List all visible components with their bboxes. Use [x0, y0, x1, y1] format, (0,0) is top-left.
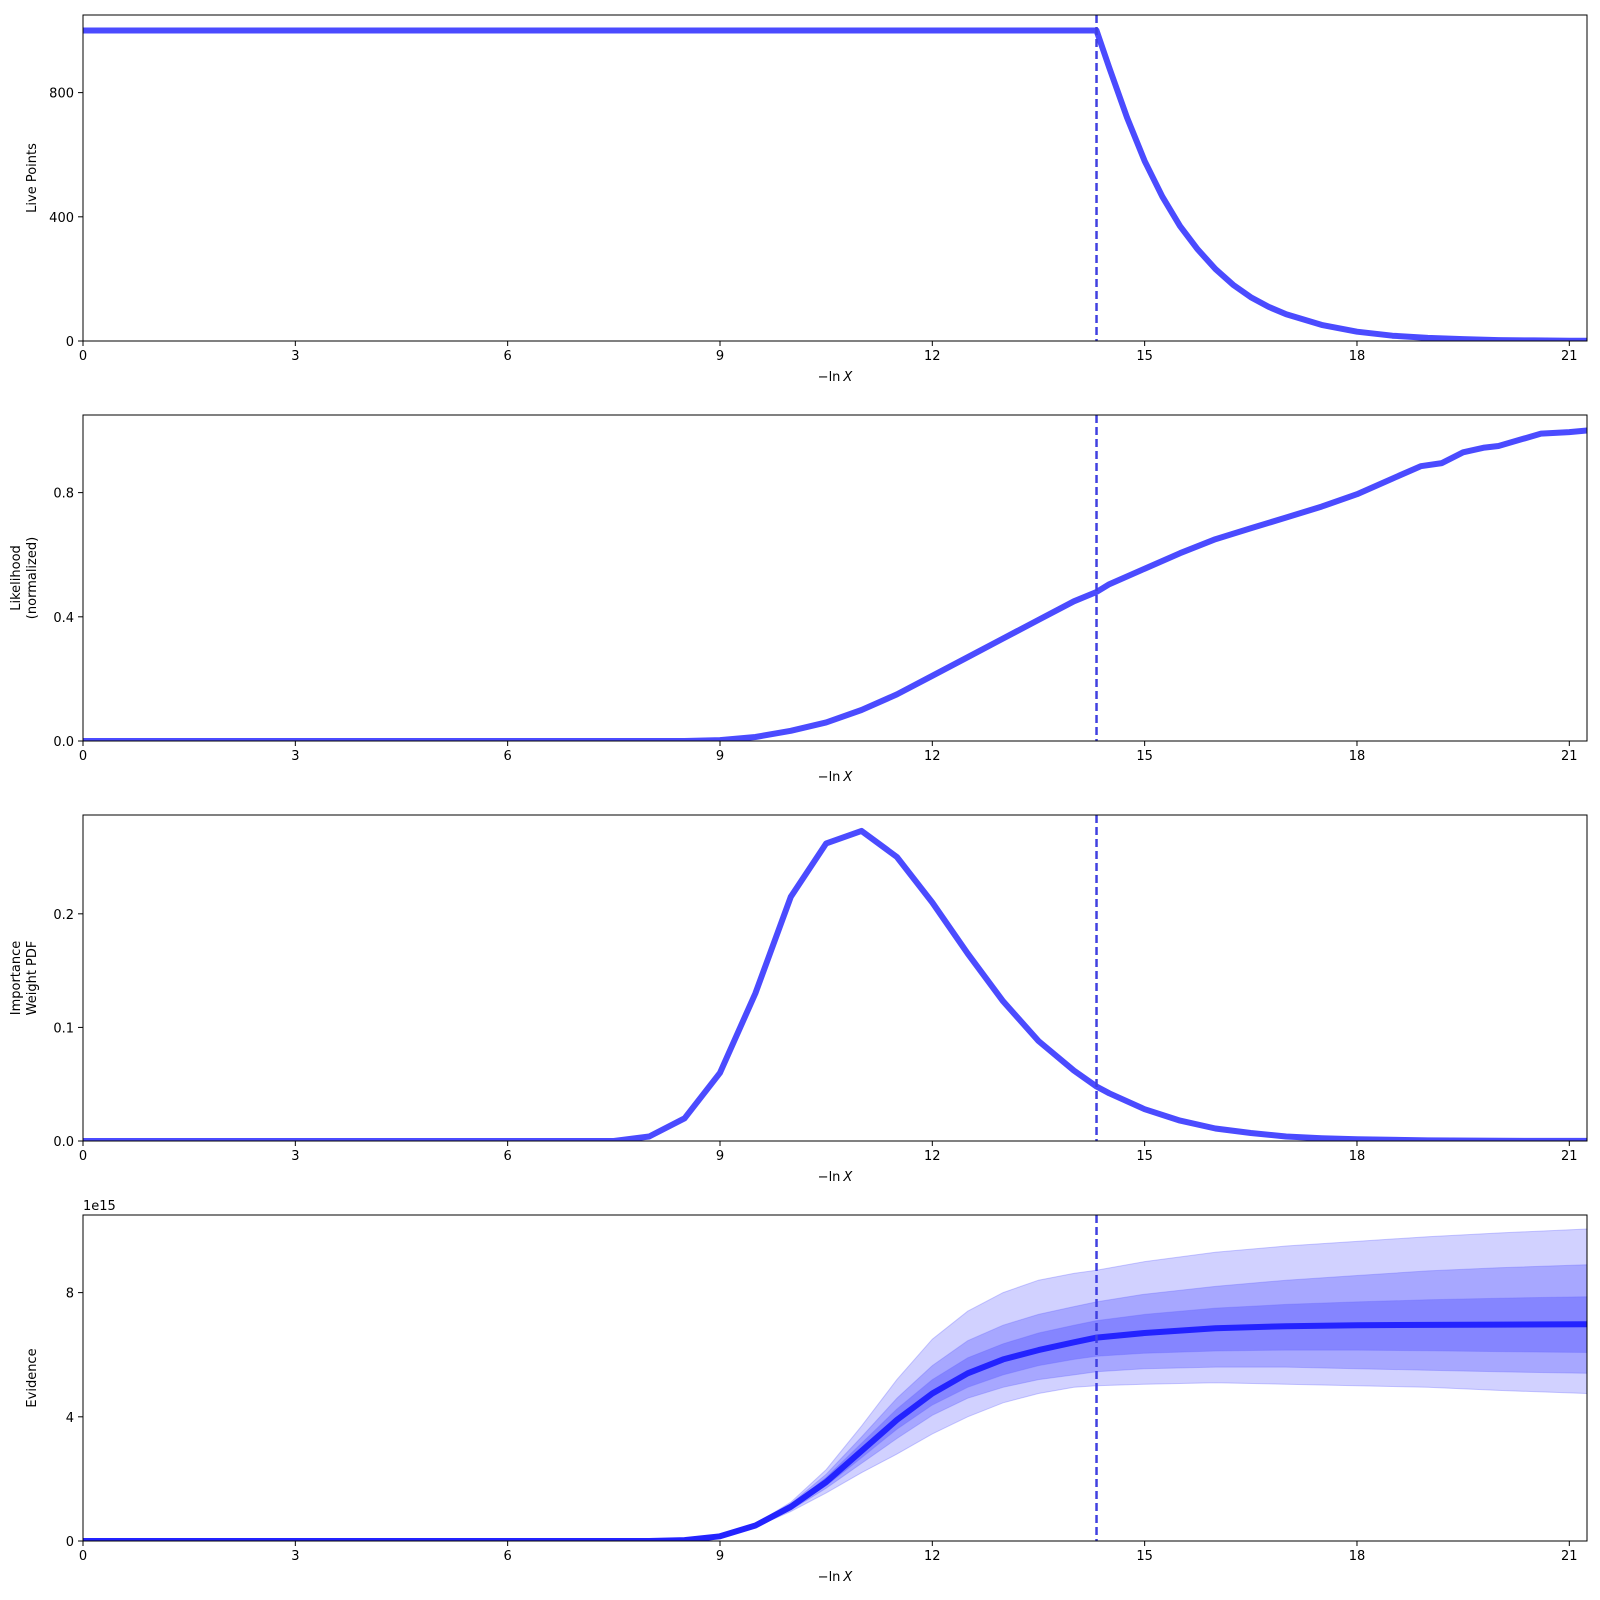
series-line: [83, 27, 1587, 341]
x-tick-label: 12: [924, 1149, 941, 1164]
chart-panel-evidence: 0 3 6 9 12 15 18 21 0 4 8 −ln X Evidence 1e15: [25, 1199, 1588, 1585]
x-tick-label: 0: [79, 749, 87, 764]
x-axis-label: −ln X: [818, 1570, 854, 1585]
y-tick-label: 0.4: [53, 611, 74, 626]
x-tick-label: 6: [504, 1549, 512, 1564]
x-tick-label: 6: [504, 749, 512, 764]
y-tick-label: 4: [66, 1411, 74, 1426]
y-tick-label: 0.8: [53, 487, 74, 502]
plot-area: [83, 815, 1587, 1141]
y-axis-label: ImportanceWeight PDF: [9, 941, 40, 1016]
x-tick-label: 6: [504, 1149, 512, 1164]
x-axis-label: −ln X: [818, 770, 854, 785]
series-line: [83, 1321, 1587, 1541]
x-tick-label: 15: [1136, 349, 1153, 364]
series-line: [83, 827, 1587, 1141]
x-tick-label: 18: [1349, 749, 1366, 764]
x-tick-label: 18: [1349, 1549, 1366, 1564]
x-tick-label: 0: [79, 1149, 87, 1164]
plot-area: [83, 415, 1587, 741]
x-axis-label: −ln X: [818, 1170, 854, 1185]
x-tick-label: 12: [924, 1549, 941, 1564]
y-tick-label: 8: [66, 1287, 74, 1302]
x-tick-label: 12: [924, 349, 941, 364]
y-tick-label: 0: [66, 335, 74, 350]
y-axis-label: Evidence: [25, 1348, 40, 1407]
y-tick-label: 800: [49, 87, 74, 102]
chart-panel-live-points: 0 3 6 9 12 15 18 21 0 400 800 −ln X Live Points: [25, 14, 1588, 385]
x-tick-label: 21: [1561, 1549, 1578, 1564]
x-tick-label: 9: [716, 1549, 724, 1564]
x-tick-label: 3: [291, 749, 299, 764]
axes-frame: [82, 414, 1588, 742]
y-tick-label: 0: [66, 1535, 74, 1550]
x-tick-label: 3: [291, 1549, 299, 1564]
x-tick-label: 12: [924, 749, 941, 764]
x-tick-label: 15: [1136, 1549, 1153, 1564]
y-tick-label: 0.2: [53, 908, 74, 923]
x-tick-label: 18: [1349, 349, 1366, 364]
y-tick-label: 0.1: [53, 1021, 74, 1036]
x-tick-label: 9: [716, 1149, 724, 1164]
x-tick-label: 18: [1349, 1149, 1366, 1164]
y-tick-label: 400: [49, 211, 74, 226]
y-tick-label: 0.0: [53, 735, 74, 750]
x-tick-label: 0: [79, 349, 87, 364]
y-axis-label: Likelihood(normalized): [9, 537, 40, 619]
x-tick-label: 9: [716, 349, 724, 364]
x-tick-label: 15: [1136, 749, 1153, 764]
band-1sigma: [83, 1296, 1587, 1541]
axes-frame: [82, 814, 1588, 1142]
chart-panel-importance-weight: 0 3 6 9 12 15 18 21 0.0 0.1 0.2 −ln X ImportanceWeigh…: [9, 814, 1588, 1185]
plot-area: [83, 15, 1587, 341]
x-tick-label: 6: [504, 349, 512, 364]
axes-frame: [82, 14, 1588, 342]
y-axis-label: Live Points: [25, 143, 40, 213]
chart-panel-likelihood: 0 3 6 9 12 15 18 21 0.0 0.4 0.8 −ln X Likelihood(norm…: [9, 414, 1588, 785]
x-tick-label: 21: [1561, 749, 1578, 764]
plot-area: [83, 1215, 1587, 1541]
y-offset-text: 1e15: [83, 1199, 116, 1214]
series-line: [83, 427, 1587, 741]
x-tick-label: 9: [716, 749, 724, 764]
x-axis-label: −ln X: [818, 370, 854, 385]
y-tick-label: 0.0: [53, 1135, 74, 1150]
x-tick-label: 0: [79, 1549, 87, 1564]
axes-frame: [82, 1214, 1588, 1542]
x-tick-label: 21: [1561, 1149, 1578, 1164]
x-tick-label: 15: [1136, 1149, 1153, 1164]
x-tick-label: 3: [291, 1149, 299, 1164]
x-tick-label: 3: [291, 349, 299, 364]
x-tick-label: 21: [1561, 349, 1578, 364]
